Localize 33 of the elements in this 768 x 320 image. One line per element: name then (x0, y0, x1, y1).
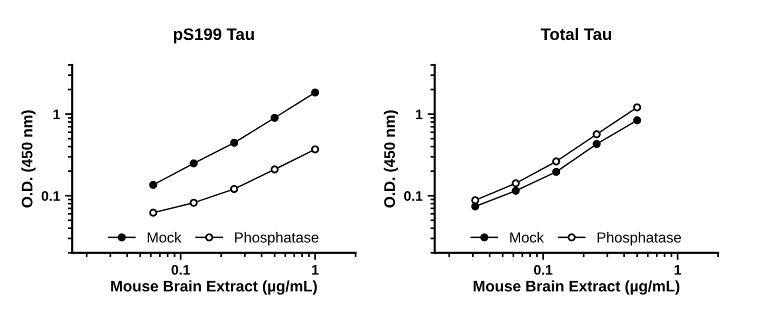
point (592, 140, 601, 148)
point (149, 208, 158, 217)
point (633, 103, 642, 112)
point (633, 116, 642, 124)
legend-label: Mock (148, 232, 182, 243)
legend-label: Phosphatase (235, 232, 318, 246)
point (190, 159, 198, 168)
point (230, 138, 238, 147)
x-axis-title: Mouse Brain Extract (µg/mL) (111, 280, 317, 295)
x-axis-title: Mouse Brain Extract (µg/mL) (474, 280, 680, 295)
point (512, 186, 520, 195)
point (552, 157, 560, 166)
legend-label: Mock (510, 232, 544, 243)
point (190, 198, 198, 207)
point (311, 145, 320, 154)
y-axis-title: O.D. (450 nm) (384, 110, 398, 208)
point (592, 130, 601, 138)
x-tick-label: 1 (312, 265, 319, 275)
point (471, 196, 480, 204)
x-tick-label: 0.1 (172, 264, 190, 275)
x-tick-label: 0.1 (534, 264, 552, 275)
point (230, 184, 238, 194)
legend-label: Phosphatase (598, 232, 681, 246)
chart-title: pS199 Tau (174, 28, 254, 44)
point (270, 114, 279, 122)
point (270, 165, 279, 174)
point (149, 180, 158, 189)
y-axis-title: O.D. (450 nm) (21, 110, 36, 208)
x-tick-label: 1 (674, 265, 682, 275)
point (311, 88, 320, 97)
point (512, 179, 520, 188)
chart-title: Total Tau (540, 28, 612, 40)
point (552, 168, 560, 176)
